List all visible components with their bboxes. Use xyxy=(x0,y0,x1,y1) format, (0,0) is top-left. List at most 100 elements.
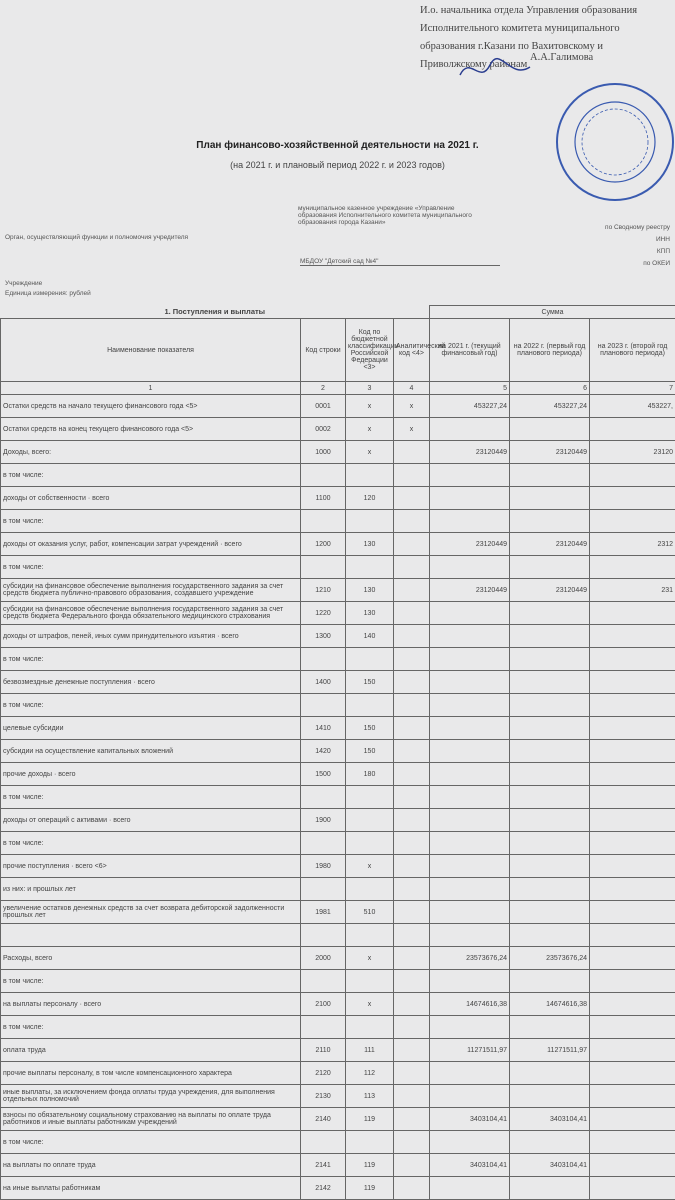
cell xyxy=(429,601,511,625)
cell: 231 xyxy=(589,578,675,602)
column-header: Наименование показателя xyxy=(0,318,301,382)
cell xyxy=(392,440,431,464)
cell: 1420 xyxy=(300,739,346,763)
cell xyxy=(509,923,591,947)
cell: x xyxy=(345,394,394,418)
cell: доходы от операций с активами · всего xyxy=(0,808,301,832)
signature-scribble xyxy=(459,58,531,76)
cell: 2110 xyxy=(300,1038,346,1062)
cell xyxy=(392,762,431,786)
cell xyxy=(589,693,675,717)
cell xyxy=(429,1015,511,1039)
cell xyxy=(429,900,511,924)
cell xyxy=(589,601,675,625)
founder-label: Орган, осуществляющий функции и полномоч… xyxy=(5,234,189,241)
cell: 23573676,24 xyxy=(509,946,591,970)
cell: субсидии на финансовое обеспечение выпол… xyxy=(0,601,301,625)
cell xyxy=(589,900,675,924)
cell xyxy=(589,716,675,740)
cell: 113 xyxy=(345,1084,394,1108)
cell xyxy=(429,969,511,993)
cell xyxy=(429,785,511,809)
cell xyxy=(392,601,431,625)
table-row: в том числе: xyxy=(0,1130,675,1154)
cell: 2000 xyxy=(300,946,346,970)
cell: 23120449 xyxy=(509,532,591,556)
cell xyxy=(509,1130,591,1154)
cell: x xyxy=(392,417,431,441)
cell: 180 xyxy=(345,762,394,786)
founder: муниципальное казенное учреждение «Управ… xyxy=(298,205,472,226)
cell xyxy=(509,716,591,740)
sum-header: Сумма xyxy=(429,305,675,319)
cell xyxy=(392,486,431,510)
cell xyxy=(392,1015,431,1039)
cell xyxy=(509,624,591,648)
cell: 23120449 xyxy=(509,578,591,602)
table-row: доходы от собственности · всего 1100 120 xyxy=(0,486,675,510)
cell: 23120449 xyxy=(509,440,591,464)
cell xyxy=(392,532,431,556)
cell xyxy=(509,969,591,993)
cell: 23120449 xyxy=(429,578,511,602)
table-row: прочие поступления · всего <6> 1980 x xyxy=(0,854,675,878)
cell xyxy=(300,877,346,901)
cell: x xyxy=(392,394,431,418)
table-row: прочие доходы · всего 1500 180 xyxy=(0,762,675,786)
cell xyxy=(429,854,511,878)
header-row: Наименование показателя Код строки Код по … xyxy=(0,318,675,382)
cell: 3403104,41 xyxy=(429,1153,511,1177)
cell xyxy=(509,1176,591,1200)
table-row: прочие выплаты персоналу, в том числе ко… xyxy=(0,1061,675,1085)
cell xyxy=(300,463,346,487)
cell xyxy=(392,693,431,717)
cell xyxy=(509,555,591,579)
cell: 130 xyxy=(345,532,394,556)
table-row: доходы от операций с активами · всего 190… xyxy=(0,808,675,832)
cell: 1500 xyxy=(300,762,346,786)
cell: на выплаты персоналу · всего xyxy=(0,992,301,1016)
cell: 2312 xyxy=(589,532,675,556)
unit: Единица измерения: рублей xyxy=(5,290,91,297)
cell: 2130 xyxy=(300,1084,346,1108)
cell xyxy=(509,417,591,441)
cell: 3403104,41 xyxy=(509,1153,591,1177)
cell: 1 xyxy=(0,381,301,395)
cell xyxy=(392,1061,431,1085)
cell xyxy=(392,578,431,602)
cell xyxy=(392,509,431,533)
table-row: доходы от оказания услуг, работ, компенс… xyxy=(0,532,675,556)
cell xyxy=(392,1107,431,1131)
cell: 1000 xyxy=(300,440,346,464)
cell xyxy=(392,785,431,809)
cell xyxy=(509,762,591,786)
cell xyxy=(589,877,675,901)
cell xyxy=(429,417,511,441)
cell xyxy=(345,647,394,671)
cell: 120 xyxy=(345,486,394,510)
cell: 7 xyxy=(589,381,675,395)
cell: 453227,24 xyxy=(429,394,511,418)
cell xyxy=(509,831,591,855)
cell xyxy=(509,900,591,924)
table-row: иные выплаты, за исключением фонда оплат… xyxy=(0,1084,675,1108)
cell: 140 xyxy=(345,624,394,648)
cell xyxy=(392,647,431,671)
cell xyxy=(429,877,511,901)
cell xyxy=(509,647,591,671)
cell: 3403104,41 xyxy=(509,1107,591,1131)
cell xyxy=(429,1084,511,1108)
cell: 130 xyxy=(345,578,394,602)
cell xyxy=(300,555,346,579)
cell xyxy=(429,463,511,487)
cell xyxy=(429,1176,511,1200)
cell: 1210 xyxy=(300,578,346,602)
cell xyxy=(589,647,675,671)
cell xyxy=(392,463,431,487)
cell xyxy=(509,486,591,510)
cell: 119 xyxy=(345,1107,394,1131)
cell: 14674616,38 xyxy=(509,992,591,1016)
cell: 0001 xyxy=(300,394,346,418)
cell xyxy=(509,808,591,832)
cell: 1100 xyxy=(300,486,346,510)
